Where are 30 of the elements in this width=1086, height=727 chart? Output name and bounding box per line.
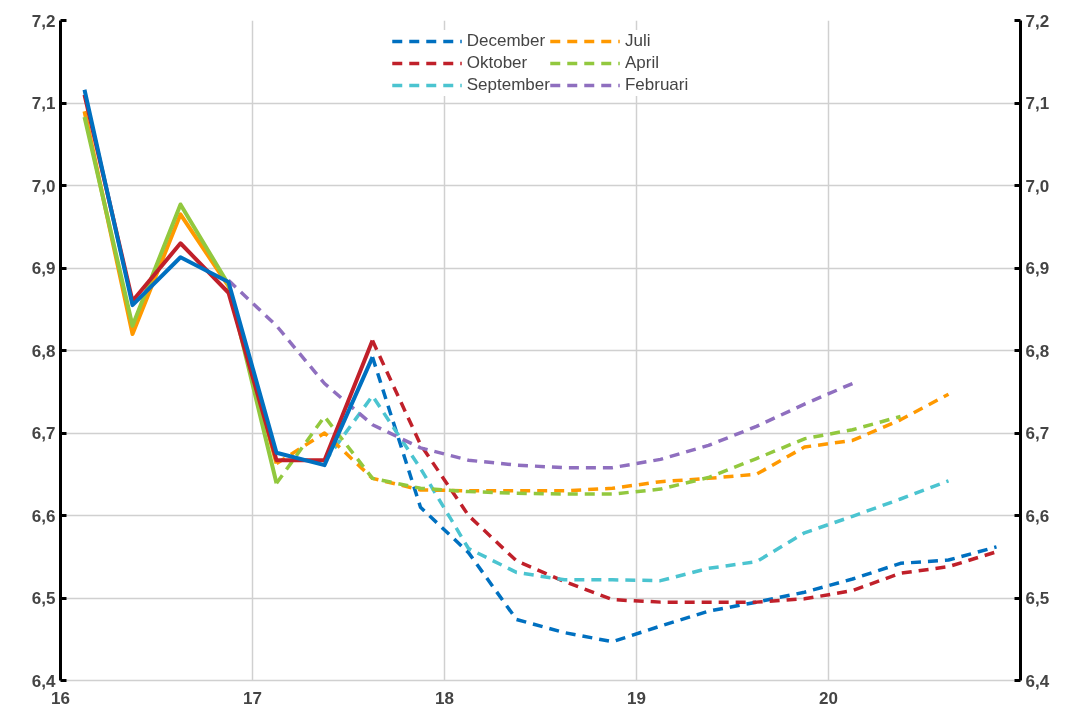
x-tick-label: 17 — [243, 688, 262, 708]
y2-tick-label: 6,7 — [1025, 424, 1050, 443]
y-tick-label: 6,5 — [31, 589, 56, 608]
y2-tick-label: 6,9 — [1025, 259, 1050, 278]
legend-label: April — [624, 52, 659, 74]
y-tick-label: 7,0 — [31, 176, 56, 196]
x-tick-label: 18 — [435, 688, 454, 708]
y-tick-label: 6,8 — [31, 341, 56, 361]
y-tick-label: 6,6 — [31, 506, 56, 526]
y2-tick-label: 6,6 — [1025, 506, 1050, 526]
y-tick-label: 6,7 — [31, 424, 56, 443]
x-tick-label: 20 — [819, 688, 838, 708]
y2-tick-label: 6,5 — [1025, 589, 1050, 608]
legend-label: Februari — [624, 74, 689, 96]
y-tick-label: 6,9 — [31, 259, 56, 278]
y2-tick-label: 6,8 — [1025, 341, 1050, 361]
y2-tick-label: 7,2 — [1025, 11, 1050, 31]
legend-label: December — [466, 30, 546, 52]
line-series — [226, 278, 855, 470]
y2-tick-label: 7,1 — [1025, 94, 1050, 113]
legend-label: September — [466, 74, 550, 96]
x-tick-label: 16 — [51, 688, 70, 708]
legend-label: Oktober — [466, 52, 528, 74]
y-tick-label: 7,1 — [31, 94, 56, 113]
y-tick-label: 7,2 — [31, 11, 56, 31]
x-tick-label: 19 — [627, 688, 646, 708]
y2-tick-label: 6,4 — [1025, 671, 1050, 691]
y-tick-label: 6,4 — [31, 671, 57, 691]
y2-tick-label: 7,0 — [1025, 176, 1050, 196]
legend-label: Juli — [624, 30, 651, 52]
